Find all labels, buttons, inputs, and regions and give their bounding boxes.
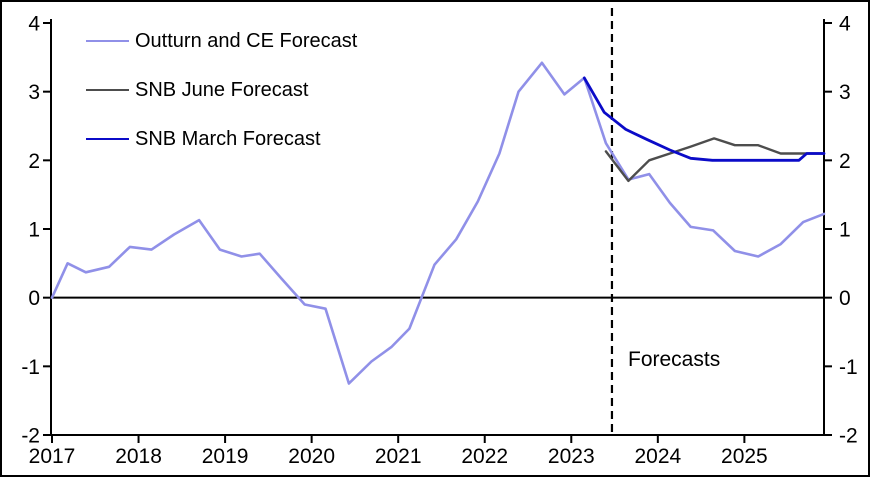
y-tick-label-left: 3 [28, 81, 40, 104]
y-tick-label-left: 1 [28, 219, 40, 242]
x-tick-label: 2020 [288, 445, 335, 468]
y-tick-label-left: 2 [28, 150, 40, 173]
y-tick-label-right: 0 [839, 287, 851, 310]
series-lines [50, 61, 826, 385]
y-tick-label-right: 4 [839, 13, 851, 36]
series-line-2 [604, 137, 826, 183]
x-tick-label: 2022 [461, 445, 508, 468]
x-tick-label: 2017 [29, 445, 76, 468]
legend-item-3: SNB March Forecast [86, 128, 357, 150]
axes: -2 -2 -1 -1 0 0 1 1 2 2 3 3 4 4 2017 2018 2019 2020 2021 20… [21, 13, 857, 469]
legend: Outturn and CE Forecast SNB June Forecast… [86, 30, 357, 150]
x-tick-label: 2021 [375, 445, 422, 468]
x-tick-label: 2019 [202, 445, 249, 468]
legend-swatch-icon [86, 138, 129, 140]
y-tick-label-left: -1 [21, 356, 40, 379]
y-tick-label-right: 3 [839, 81, 851, 104]
y-tick-label-right: -1 [839, 356, 858, 379]
x-tick-label: 2024 [634, 445, 681, 468]
legend-swatch-icon [86, 40, 129, 42]
legend-item-label: Outturn and CE Forecast [135, 30, 358, 52]
x-tick-label: 2018 [115, 445, 162, 468]
y-tick-label-right: -2 [839, 425, 858, 448]
y-tick-label-left: 4 [28, 13, 40, 36]
legend-item-2: SNB June Forecast [86, 79, 357, 101]
legend-swatch-icon [86, 89, 129, 91]
legend-item-label: SNB March Forecast [135, 128, 321, 150]
y-tick-label-left: 0 [28, 287, 40, 310]
x-tick-label: 2025 [721, 445, 768, 468]
series-line-3 [582, 76, 826, 162]
y-tick-label-right: 1 [839, 219, 851, 242]
y-tick-label-right: 2 [839, 150, 851, 173]
series-line-1 [50, 61, 826, 385]
y-tick-label-left: -2 [21, 425, 40, 448]
legend-item-label: SNB June Forecast [135, 79, 309, 101]
legend-item-1: Outturn and CE Forecast [86, 30, 357, 52]
x-tick-label: 2023 [548, 445, 595, 468]
forecasts-annotation: Forecasts [628, 348, 721, 371]
